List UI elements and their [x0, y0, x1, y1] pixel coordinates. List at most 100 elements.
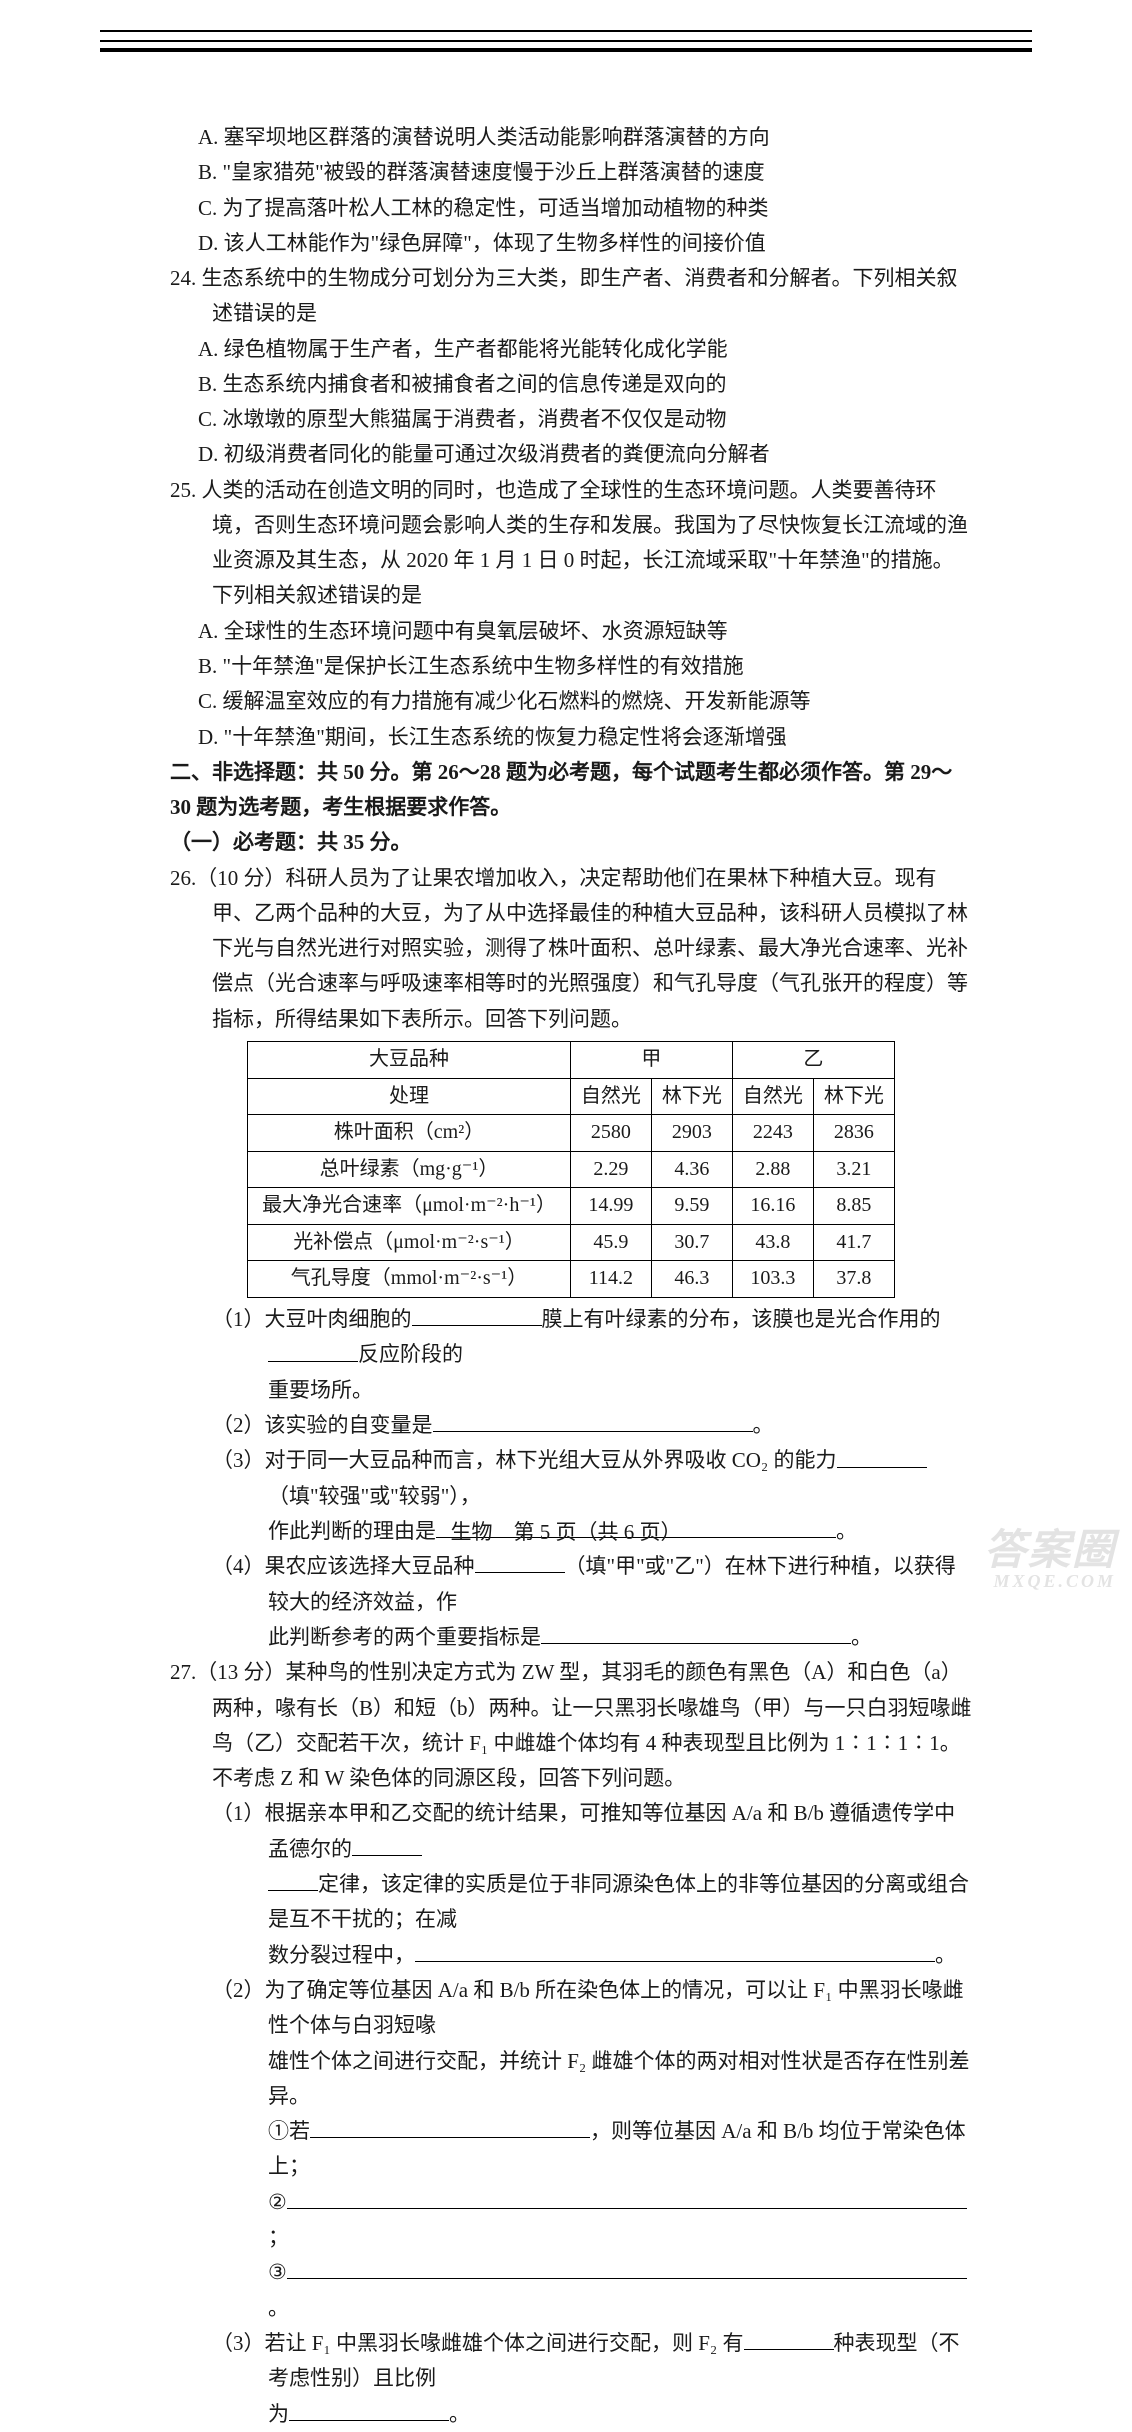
q26-sub4-cont: 此判断参考的两个重要指标是。 — [170, 1620, 972, 1655]
q26-sub2-b: 。 — [753, 1413, 774, 1437]
q25-opt-a: A. 全球性的生态环境问题中有臭氧层破坏、水资源短缺等 — [170, 614, 972, 649]
q24-opt-d: D. 初级消费者同化的能量可通过次级消费者的粪便流向分解者 — [170, 437, 972, 472]
q26-row3-v3: 41.7 — [813, 1224, 894, 1261]
q23-opt-a: A. 塞罕坝地区群落的演替说明人类活动能影响群落演替的方向 — [170, 120, 972, 155]
q27-sub2-d1: ② — [268, 2190, 287, 2214]
q26-sub1-b: 膜上有叶绿素的分布，该膜也是光合作用的 — [542, 1307, 941, 1331]
q24-opt-a: A. 绿色植物属于生产者，生产者都能将光能转化成化学能 — [170, 332, 972, 367]
q26-sub4: （4）果农应该选择大豆品种（填"甲"或"乙"）在林下进行种植，以获得较大的经济效… — [170, 1549, 972, 1620]
q26-row0-label: 株叶面积（cm²） — [248, 1115, 571, 1152]
blank — [287, 2185, 967, 2209]
page-top-border — [100, 40, 1032, 52]
blank — [412, 1302, 542, 1326]
blank — [475, 1549, 565, 1573]
q26-row0-v1: 2903 — [651, 1115, 732, 1152]
q26-row3-label: 光补偿点（μmol·m⁻²·s⁻¹） — [248, 1224, 571, 1261]
blank — [415, 1938, 935, 1962]
blank — [268, 1337, 358, 1361]
q26-row-2: 最大净光合速率（μmol·m⁻²·h⁻¹） 14.99 9.59 16.16 8… — [248, 1188, 895, 1225]
q26-row2-v0: 14.99 — [570, 1188, 651, 1225]
blank — [433, 1408, 753, 1432]
q26-col-1: 林下光 — [651, 1078, 732, 1115]
q27-sub3-c: 为 — [268, 2402, 289, 2426]
q26-row4-v3: 37.8 — [813, 1261, 894, 1298]
q26-sub1-c: 反应阶段的 — [358, 1343, 463, 1367]
q26-th-jia: 甲 — [570, 1041, 732, 1078]
q26-row2-v3: 8.85 — [813, 1188, 894, 1225]
q27-sub2-a: （2）为了确定等位基因 A/a 和 B/b 所在染色体上的情况，可以让 F₁ 中… — [212, 1978, 964, 2037]
q26-row2-v1: 9.59 — [651, 1188, 732, 1225]
q26-row0-v0: 2580 — [570, 1115, 651, 1152]
blank — [287, 2255, 967, 2279]
q27-sub1-d: 。 — [935, 1943, 956, 1967]
q24-opt-c: C. 冰墩墩的原型大熊猫属于消费者，消费者不仅仅是动物 — [170, 402, 972, 437]
q26-sub4-d: 。 — [851, 1625, 872, 1649]
q26-row2-v2: 16.16 — [732, 1188, 813, 1225]
q27-sub3-cont: 为。 — [170, 2397, 972, 2432]
blank — [268, 1867, 318, 1891]
q26-row-4: 气孔导度（mmol·m⁻²·s⁻¹） 114.2 46.3 103.3 37.8 — [248, 1261, 895, 1298]
q26-sub1-a: （1）大豆叶肉细胞的 — [212, 1307, 412, 1331]
q27-sub2-opt3: ③。 — [170, 2255, 972, 2326]
q27-sub3-a: （3）若让 F₁ 中黑羽长喙雌雄个体之间进行交配，则 F₂ 有 — [212, 2331, 744, 2355]
blank — [289, 2397, 449, 2421]
exam-page: A. 塞罕坝地区群落的演替说明人类活动能影响群落演替的方向 B. "皇家猎苑"被… — [0, 0, 1132, 1600]
q23-opt-b: B. "皇家猎苑"被毁的群落演替速度慢于沙丘上群落演替的速度 — [170, 155, 972, 190]
q23-opt-d: D. 该人工林能作为"绿色屏障"，体现了生物多样性的间接价值 — [170, 226, 972, 261]
q27-sub1-c: 数分裂过程中， — [268, 1943, 415, 1967]
q27-sub2-cont1: 雄性个体之间进行交配，并统计 F₂ 雌雄个体的两对相对性状是否存在性别差异。 — [170, 2044, 972, 2115]
q23-opt-c: C. 为了提高落叶松人工林的稳定性，可适当增加动植物的种类 — [170, 191, 972, 226]
q26-row2-label: 最大净光合速率（μmol·m⁻²·h⁻¹） — [248, 1188, 571, 1225]
q26-row0-v2: 2243 — [732, 1115, 813, 1152]
q26-row3-v2: 43.8 — [732, 1224, 813, 1261]
blank — [310, 2114, 590, 2138]
q26-row1-v3: 3.21 — [813, 1151, 894, 1188]
q26-col-3: 林下光 — [813, 1078, 894, 1115]
q26-row4-v0: 114.2 — [570, 1261, 651, 1298]
q25-stem: 25. 人类的活动在创造文明的同时，也造成了全球性的生态环境问题。人类要善待环境… — [170, 473, 972, 614]
q26-sub1: （1）大豆叶肉细胞的 膜上有叶绿素的分布，该膜也是光合作用的反应阶段的 — [170, 1302, 972, 1373]
q26-row-1: 总叶绿素（mg·g⁻¹） 2.29 4.36 2.88 3.21 — [248, 1151, 895, 1188]
q27-sub1-b: 定律，该定律的实质是位于非同源染色体上的非等位基因的分离或组合是互不干扰的；在减 — [268, 1872, 969, 1931]
q27-sub1-a: （1）根据亲本甲和乙交配的统计结果，可推知等位基因 A/a 和 B/b 遵循遗传… — [212, 1801, 955, 1860]
q25-opt-d: D. "十年禁渔"期间，长江生态系统的恢复力稳定性将会逐渐增强 — [170, 720, 972, 755]
q26-row4-v2: 103.3 — [732, 1261, 813, 1298]
q26-row1-v0: 2.29 — [570, 1151, 651, 1188]
q26-row3-v1: 30.7 — [651, 1224, 732, 1261]
q27-sub2-opt2: ②； — [170, 2185, 972, 2256]
q26-row0-v3: 2836 — [813, 1115, 894, 1152]
q27-sub2-e2: 。 — [268, 2296, 289, 2320]
blank — [352, 1832, 422, 1856]
blank — [837, 1443, 927, 1467]
q27-sub2: （2）为了确定等位基因 A/a 和 B/b 所在染色体上的情况，可以让 F₁ 中… — [170, 1973, 972, 2044]
blank — [744, 2326, 834, 2350]
q26-row4-label: 气孔导度（mmol·m⁻²·s⁻¹） — [248, 1261, 571, 1298]
q26-col-0: 自然光 — [570, 1078, 651, 1115]
q26-row-3: 光补偿点（μmol·m⁻²·s⁻¹） 45.9 30.7 43.8 41.7 — [248, 1224, 895, 1261]
q26-th-treat: 处理 — [248, 1078, 571, 1115]
q25-opt-b: B. "十年禁渔"是保护长江生态系统中生物多样性的有效措施 — [170, 649, 972, 684]
q26-sub2: （2）该实验的自变量是 。 — [170, 1408, 972, 1443]
q27-stem: 27.（13 分）某种鸟的性别决定方式为 ZW 型，其羽毛的颜色有黑色（A）和白… — [170, 1655, 972, 1796]
q27-sub3: （3）若让 F₁ 中黑羽长喙雌雄个体之间进行交配，则 F₂ 有种表现型（不考虑性… — [170, 2326, 972, 2397]
blank — [541, 1620, 851, 1644]
page-footer: 生物 第 5 页（共 6 页） — [0, 1515, 1132, 1550]
q27-sub1-cont1: 定律，该定律的实质是位于非同源染色体上的非等位基因的分离或组合是互不干扰的；在减 — [170, 1867, 972, 1938]
q26-sub3-b: （填"较强"或"较弱"）， — [268, 1484, 481, 1508]
q26-row4-v1: 46.3 — [651, 1261, 732, 1298]
q24-opt-b: B. 生态系统内捕食者和被捕食者之间的信息传递是双向的 — [170, 367, 972, 402]
watermark-sub: MXQE.COM — [984, 1572, 1116, 1590]
q26-th-yi: 乙 — [732, 1041, 894, 1078]
section2-sub1: （一）必考题：共 35 分。 — [170, 825, 972, 860]
q27-sub1-cont2: 数分裂过程中， 。 — [170, 1938, 972, 1973]
q27-sub2-c1: ①若 — [268, 2119, 310, 2143]
section2-header: 二、非选择题：共 50 分。第 26～28 题为必考题，每个试题考生都必须作答。… — [170, 755, 972, 826]
q27-sub2-d2: ； — [268, 2225, 289, 2249]
q26-stem: 26.（10 分）科研人员为了让果农增加收入，决定帮助他们在果林下种植大豆。现有… — [170, 861, 972, 1037]
q26-row1-v1: 4.36 — [651, 1151, 732, 1188]
q26-sub3-a: （3）对于同一大豆品种而言，林下光组大豆从外界吸收 CO₂ 的能力 — [212, 1449, 837, 1473]
q24-stem: 24. 生态系统中的生物成分可划分为三大类，即生产者、消费者和分解者。下列相关叙… — [170, 261, 972, 332]
q26-sub2-a: （2）该实验的自变量是 — [212, 1413, 433, 1437]
q26-sub4-a: （4）果农应该选择大豆品种 — [212, 1554, 475, 1578]
q26-sub3: （3）对于同一大豆品种而言，林下光组大豆从外界吸收 CO₂ 的能力 （填"较强"或… — [170, 1443, 972, 1514]
